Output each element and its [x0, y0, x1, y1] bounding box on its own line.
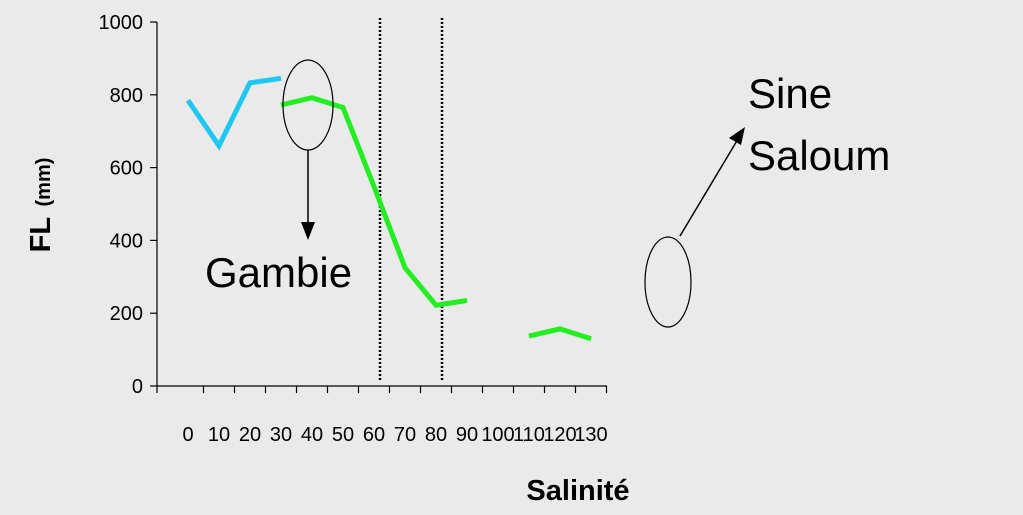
reference-lines — [378, 18, 444, 381]
x-tick-label: 40 — [301, 424, 323, 446]
y-axis-title-main: FL — [25, 217, 57, 252]
annotations: Gambie Sine Saloum — [205, 59, 890, 328]
y-axis-title-unit: (mm) — [33, 158, 55, 207]
x-tick-label: 80 — [425, 424, 447, 446]
x-tick-label: 30 — [270, 424, 292, 446]
y-tick-label: 1000 — [99, 12, 144, 34]
gambie-arrow-head — [301, 222, 315, 240]
x-tick-label: 60 — [363, 424, 385, 446]
y-tick-label: 0 — [132, 376, 143, 398]
saloum-highlight-ellipse — [644, 236, 692, 328]
x-tick-label: 10 — [208, 424, 230, 446]
axes — [150, 21, 608, 393]
y-tick-label: 200 — [110, 303, 143, 325]
series-line — [280, 95, 468, 308]
x-tick-label: 100 — [481, 424, 514, 446]
y-tick-label: 400 — [110, 230, 143, 252]
x-tick-label: 120 — [543, 424, 576, 446]
saloum-arrow-head — [729, 127, 745, 145]
annotation-label: Gambie — [205, 249, 352, 296]
x-tick-label: 110 — [513, 424, 545, 446]
x-tick-label: 70 — [394, 424, 416, 446]
x-tick-label: 50 — [332, 424, 354, 446]
annotation-label: Saloum — [748, 132, 890, 179]
y-tick-label: 800 — [110, 85, 143, 107]
y-axis-title: FL (mm) — [25, 158, 57, 253]
x-tick-label: 20 — [239, 424, 261, 446]
x-tick-label: 130 — [574, 424, 607, 446]
annotation-label: Sine — [748, 70, 832, 117]
series-line — [185, 75, 282, 151]
series-lines — [185, 75, 592, 342]
x-axis-title: Salinité — [526, 475, 629, 507]
saloum-arrow-line — [679, 138, 739, 237]
x-tick-label: 0 — [182, 424, 193, 446]
series-line — [528, 326, 592, 342]
y-tick-label: 600 — [110, 158, 143, 180]
x-tick-label: 90 — [456, 424, 478, 446]
